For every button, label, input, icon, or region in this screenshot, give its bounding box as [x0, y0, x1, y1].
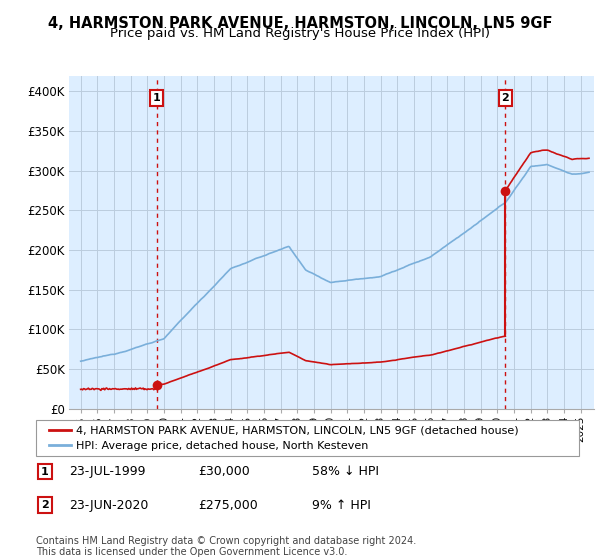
FancyBboxPatch shape	[36, 420, 579, 456]
Legend: 4, HARMSTON PARK AVENUE, HARMSTON, LINCOLN, LN5 9GF (detached house), HPI: Avera: 4, HARMSTON PARK AVENUE, HARMSTON, LINCO…	[44, 421, 524, 455]
Text: 9% ↑ HPI: 9% ↑ HPI	[312, 498, 371, 512]
Text: Contains HM Land Registry data © Crown copyright and database right 2024.
This d: Contains HM Land Registry data © Crown c…	[36, 535, 416, 557]
Text: Price paid vs. HM Land Registry's House Price Index (HPI): Price paid vs. HM Land Registry's House …	[110, 27, 490, 40]
Text: 4, HARMSTON PARK AVENUE, HARMSTON, LINCOLN, LN5 9GF: 4, HARMSTON PARK AVENUE, HARMSTON, LINCO…	[48, 16, 552, 31]
Text: £275,000: £275,000	[198, 498, 258, 512]
Text: £30,000: £30,000	[198, 465, 250, 478]
Text: 1: 1	[153, 93, 161, 103]
Text: 23-JUL-1999: 23-JUL-1999	[69, 465, 146, 478]
Text: 23-JUN-2020: 23-JUN-2020	[69, 498, 148, 512]
Text: 1: 1	[41, 466, 49, 477]
Text: 58% ↓ HPI: 58% ↓ HPI	[312, 465, 379, 478]
Text: 2: 2	[502, 93, 509, 103]
Text: 2: 2	[41, 500, 49, 510]
